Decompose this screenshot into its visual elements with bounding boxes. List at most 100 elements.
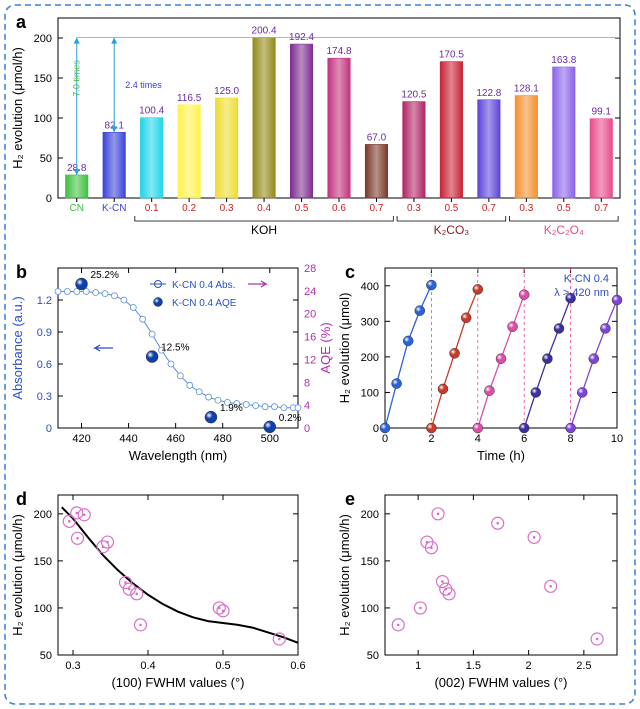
svg-text:25.2%: 25.2%	[91, 270, 119, 281]
svg-text:16: 16	[304, 332, 316, 344]
svg-text:150: 150	[361, 556, 379, 568]
bar-0.3	[403, 102, 425, 198]
bar-0.1	[140, 118, 162, 198]
svg-text:100: 100	[361, 387, 379, 399]
svg-text:K-CN 0.4 AQE: K-CN 0.4 AQE	[172, 298, 237, 309]
svg-text:1: 1	[415, 660, 421, 672]
svg-text:2.5: 2.5	[576, 660, 591, 672]
panel-a-label: a	[16, 12, 27, 32]
svg-text:200: 200	[34, 509, 52, 521]
svg-text:λ > 420 nm: λ > 420 nm	[554, 287, 609, 299]
bar-0.4	[253, 38, 275, 198]
svg-text:b: b	[16, 262, 27, 282]
svg-text:0.9: 0.9	[37, 327, 52, 339]
bar-0.2	[178, 105, 200, 198]
svg-text:24: 24	[304, 286, 316, 298]
bar-0.5	[440, 62, 462, 198]
svg-text:d: d	[16, 489, 27, 509]
svg-text:200: 200	[361, 352, 379, 364]
svg-text:10: 10	[611, 433, 623, 445]
bar-0.5	[553, 67, 575, 198]
svg-text:0.7: 0.7	[482, 203, 496, 214]
svg-text:480: 480	[214, 433, 232, 445]
svg-text:0.4: 0.4	[257, 203, 271, 214]
svg-text:8: 8	[568, 433, 574, 445]
svg-text:150: 150	[34, 556, 52, 568]
svg-text:0.2: 0.2	[182, 203, 196, 214]
svg-text:12.5%: 12.5%	[161, 343, 189, 354]
svg-text:KOH: KOH	[251, 223, 277, 237]
svg-text:100: 100	[34, 113, 52, 125]
svg-text:4: 4	[475, 433, 481, 445]
svg-text:170.5: 170.5	[439, 50, 464, 61]
bar-0.3	[215, 98, 237, 198]
svg-text:0.5: 0.5	[557, 203, 571, 214]
svg-text:8: 8	[304, 377, 310, 389]
svg-text:0: 0	[382, 433, 388, 445]
svg-text:0: 0	[46, 423, 52, 435]
svg-text:0.7: 0.7	[370, 203, 384, 214]
svg-text:0.5: 0.5	[444, 203, 458, 214]
svg-text:Wavelength (nm): Wavelength (nm)	[129, 448, 228, 463]
svg-text:1.9%: 1.9%	[220, 403, 243, 414]
panel-a-ylabel: H₂ evolution (μmol/h)	[10, 47, 25, 169]
svg-text:125.0: 125.0	[214, 86, 239, 97]
svg-text:0.2%: 0.2%	[279, 413, 302, 424]
svg-text:50: 50	[40, 153, 52, 165]
svg-text:100.4: 100.4	[139, 106, 164, 117]
bar-0.3	[515, 96, 537, 198]
svg-text:CN: CN	[70, 203, 84, 214]
svg-text:128.1: 128.1	[514, 84, 539, 95]
svg-text:0.3: 0.3	[407, 203, 421, 214]
svg-text:0.6: 0.6	[332, 203, 346, 214]
svg-text:6: 6	[521, 433, 527, 445]
svg-text:(100) FWHM values (°): (100) FWHM values (°)	[111, 675, 244, 690]
svg-text:200.4: 200.4	[252, 26, 277, 37]
svg-text:H₂ evolution (μmol): H₂ evolution (μmol)	[337, 293, 352, 404]
bar-0.7	[590, 119, 612, 198]
bar-0.5	[290, 44, 312, 198]
svg-text:0.3: 0.3	[519, 203, 533, 214]
svg-text:0: 0	[373, 423, 379, 435]
svg-text:2: 2	[526, 660, 532, 672]
svg-text:116.5: 116.5	[177, 93, 202, 104]
svg-text:Time (h): Time (h)	[477, 448, 525, 463]
svg-text:67.0: 67.0	[367, 132, 387, 143]
bar-0.7	[365, 144, 387, 198]
bar-0.6	[328, 58, 350, 198]
svg-text:1.5: 1.5	[466, 660, 481, 672]
svg-text:0.4: 0.4	[140, 660, 155, 672]
svg-text:K₂CO₃: K₂CO₃	[434, 223, 470, 237]
svg-text:440: 440	[119, 433, 137, 445]
svg-text:100: 100	[34, 603, 52, 615]
svg-text:0.1: 0.1	[145, 203, 159, 214]
svg-text:99.1: 99.1	[592, 107, 612, 118]
bar-K-CN	[103, 132, 125, 198]
svg-text:0: 0	[46, 193, 52, 205]
svg-text:2.4 times: 2.4 times	[125, 80, 162, 90]
svg-text:120.5: 120.5	[401, 90, 426, 101]
svg-text:K-CN: K-CN	[102, 203, 126, 214]
svg-text:0: 0	[304, 423, 310, 435]
svg-text:4: 4	[304, 400, 310, 412]
svg-text:0.6: 0.6	[37, 359, 52, 371]
svg-text:e: e	[345, 489, 355, 509]
svg-text:400: 400	[361, 281, 379, 293]
svg-text:50: 50	[367, 650, 379, 662]
svg-text:c: c	[345, 262, 355, 282]
svg-text:AQE (%): AQE (%)	[318, 322, 333, 373]
svg-text:(002) FWHM values (°): (002) FWHM values (°)	[434, 675, 567, 690]
svg-text:28: 28	[304, 263, 316, 275]
svg-text:50: 50	[40, 650, 52, 662]
bar-0.7	[478, 100, 500, 198]
svg-text:0.3: 0.3	[37, 391, 52, 403]
svg-text:12: 12	[304, 354, 316, 366]
svg-text:K-CN 0.4: K-CN 0.4	[564, 273, 609, 285]
bar-CN	[65, 175, 87, 198]
svg-text:122.8: 122.8	[476, 88, 501, 99]
svg-text:100: 100	[361, 603, 379, 615]
svg-text:200: 200	[361, 509, 379, 521]
svg-text:K-CN 0.4 Abs.: K-CN 0.4 Abs.	[172, 280, 235, 291]
svg-text:1.2: 1.2	[37, 295, 52, 307]
svg-text:H₂ evolution (μmol/h): H₂ evolution (μmol/h)	[337, 514, 352, 636]
